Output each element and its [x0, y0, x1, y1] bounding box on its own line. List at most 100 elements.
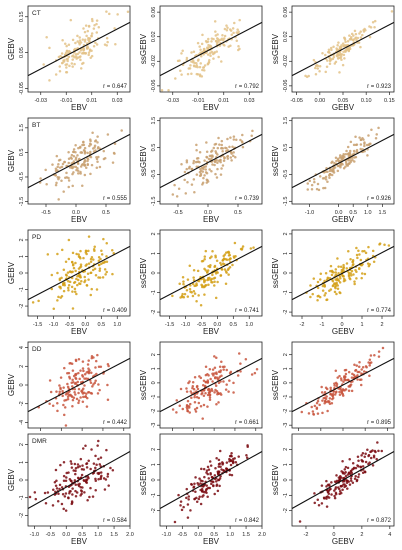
data-point — [214, 466, 217, 470]
data-point — [203, 258, 206, 261]
data-point — [232, 138, 236, 141]
data-point — [328, 169, 332, 173]
data-point — [357, 365, 361, 368]
data-point — [95, 372, 98, 376]
x-tick-label: 1 — [360, 322, 363, 328]
data-point — [62, 59, 65, 62]
data-point — [359, 30, 362, 33]
data-point — [74, 393, 77, 396]
data-point — [323, 390, 327, 394]
data-point — [72, 150, 75, 154]
data-point — [336, 257, 339, 260]
data-point — [335, 47, 338, 50]
data-point — [325, 495, 328, 499]
data-point — [68, 166, 72, 169]
data-point — [111, 272, 114, 276]
data-point — [85, 263, 88, 266]
data-point — [328, 397, 332, 400]
y-tick-label: 2 — [283, 353, 289, 356]
data-point — [59, 463, 62, 467]
data-point — [335, 282, 338, 286]
data-point — [77, 357, 81, 361]
data-point — [66, 271, 70, 274]
data-point — [367, 453, 371, 457]
data-point — [350, 376, 354, 379]
data-point — [207, 37, 210, 41]
y-tick-label: 1 — [283, 252, 289, 255]
data-point — [338, 275, 342, 278]
correlation-label: r = 0.647 — [103, 84, 128, 90]
data-point — [94, 149, 97, 152]
data-point — [70, 479, 73, 483]
data-point — [197, 294, 200, 297]
data-point — [352, 143, 356, 147]
data-point — [320, 391, 324, 394]
data-point — [230, 159, 233, 162]
data-point — [325, 395, 328, 398]
data-point — [334, 268, 338, 271]
data-point — [330, 401, 334, 405]
data-point — [213, 372, 216, 375]
data-point — [68, 375, 71, 379]
data-point — [175, 195, 179, 198]
data-point — [189, 509, 192, 512]
x-tick-label: 2 — [380, 322, 383, 328]
y-axis-label: ssGEBV — [271, 145, 280, 176]
data-point — [63, 399, 66, 402]
data-point — [341, 274, 345, 278]
data-point — [73, 287, 77, 291]
data-point — [350, 274, 353, 277]
data-point — [62, 403, 65, 407]
data-point — [338, 47, 342, 51]
data-point — [126, 10, 130, 14]
data-point — [86, 396, 89, 400]
data-point — [363, 144, 366, 148]
data-point — [312, 58, 316, 62]
data-point — [195, 143, 198, 147]
data-point — [338, 489, 342, 493]
data-point — [311, 410, 315, 413]
x-tick-label: 1.0 — [226, 532, 234, 538]
data-point — [306, 188, 310, 191]
data-point — [99, 456, 103, 459]
data-point — [80, 280, 83, 283]
data-point — [359, 36, 363, 39]
data-point — [213, 163, 216, 167]
y-tick-label: -1 — [151, 493, 157, 498]
data-point — [344, 368, 348, 372]
data-point — [368, 374, 371, 377]
data-point — [64, 51, 68, 55]
data-point — [220, 374, 223, 378]
data-point — [79, 276, 82, 279]
data-point — [77, 387, 81, 391]
data-point — [64, 42, 67, 45]
data-point — [324, 399, 327, 403]
data-point — [223, 44, 226, 47]
data-point — [316, 412, 320, 415]
data-point — [45, 182, 48, 186]
data-point — [211, 250, 214, 253]
data-point — [314, 72, 318, 76]
data-point — [203, 475, 206, 479]
data-point — [341, 42, 345, 45]
data-point — [71, 172, 74, 176]
x-tick-label: -0.5 — [46, 532, 55, 538]
data-point — [86, 157, 89, 160]
data-point — [95, 155, 98, 159]
x-tick-label: 1.5 — [242, 532, 250, 538]
data-point — [181, 275, 185, 279]
data-point — [186, 399, 190, 403]
data-point — [87, 24, 91, 28]
data-point — [89, 467, 92, 471]
data-point — [72, 148, 76, 151]
data-point — [344, 165, 347, 168]
data-point — [375, 457, 378, 461]
x-axis-label: EBV — [203, 103, 220, 112]
data-point — [73, 62, 76, 66]
data-point — [344, 474, 348, 478]
data-point — [69, 156, 73, 159]
data-point — [83, 491, 86, 494]
data-point — [79, 396, 82, 399]
data-point — [67, 387, 71, 390]
y-tick-label: 0.5 — [151, 144, 157, 152]
